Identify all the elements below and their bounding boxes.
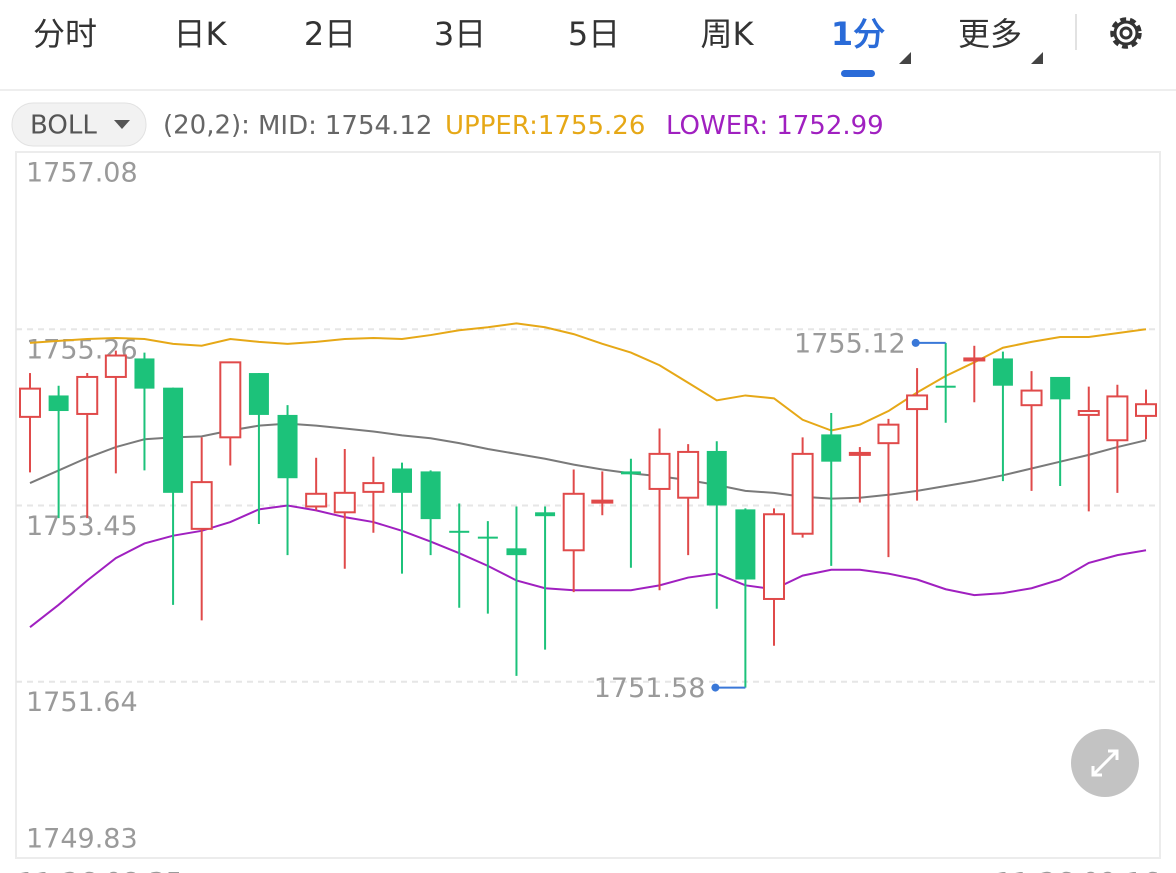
boll-line <box>29 322 1147 432</box>
candle-body <box>392 468 412 493</box>
candle-body <box>134 358 155 389</box>
series-last-value: 1755.26 <box>538 111 646 141</box>
candle-body <box>277 414 298 479</box>
series-last-value: 1752.99 <box>776 111 884 141</box>
y-tick-label: 1753.45 <box>26 511 138 542</box>
candle-body <box>1020 389 1043 407</box>
gear-hub <box>1119 26 1133 40</box>
candle-body <box>562 492 585 552</box>
gear-teeth <box>1110 17 1142 49</box>
tab-dropdown-arrow <box>899 52 911 64</box>
extreme-dot <box>711 683 720 692</box>
indicator-params: (20,2): <box>163 111 250 141</box>
tab[interactable]: 分时 <box>33 15 97 53</box>
candle-body <box>362 482 385 493</box>
candle-body <box>735 509 756 580</box>
candle-body <box>104 354 127 378</box>
candle-body <box>935 385 956 388</box>
candle-body <box>76 375 99 415</box>
extreme-label: 1751.58 <box>594 673 706 704</box>
candle-body <box>821 434 842 462</box>
tab-underline <box>841 70 875 77</box>
candle-body <box>449 530 470 533</box>
candle-body <box>420 471 441 520</box>
candle-body <box>190 481 213 530</box>
tab[interactable]: 更多 <box>958 15 1022 53</box>
expand-icon <box>1091 749 1119 777</box>
tab[interactable]: 5日 <box>568 15 620 53</box>
indicator-value: LOWER: 1752.99 <box>666 111 884 141</box>
candle-body <box>791 452 814 535</box>
candle-body <box>477 536 498 539</box>
candle-body <box>848 451 871 456</box>
candle-body <box>963 357 986 362</box>
series-name: UPPER: <box>445 111 538 141</box>
candle-body <box>677 450 700 499</box>
tab[interactable]: 2日 <box>304 15 356 53</box>
indicator-dropdown[interactable]: BOLL <box>11 102 147 147</box>
tab[interactable]: 1分 <box>831 15 885 53</box>
x-tick-label: 11-26 09:16 <box>995 868 1160 873</box>
candle-body <box>1050 376 1071 400</box>
boll-line <box>29 504 1147 628</box>
expand-button[interactable] <box>1071 729 1139 797</box>
y-tick-label: 1749.83 <box>26 824 138 855</box>
tab[interactable]: 周K <box>701 15 755 53</box>
candle-body <box>763 513 785 600</box>
x-tick-label: 11-26 08:35 <box>18 868 183 873</box>
candle-body <box>591 499 614 504</box>
candle-body <box>1135 403 1157 417</box>
candle-body <box>163 387 184 493</box>
candle-body <box>19 387 41 418</box>
candle-body <box>48 395 69 412</box>
candle-body <box>248 373 269 415</box>
series-last-value: 1754.12 <box>325 111 433 141</box>
candle-body <box>706 450 727 506</box>
series-name: MID: <box>258 111 317 141</box>
dropdown-arrow <box>114 120 130 129</box>
y-tick-label: 1757.08 <box>26 158 138 189</box>
tab[interactable]: 3日 <box>434 15 486 53</box>
candle-body <box>1106 395 1129 442</box>
tab[interactable]: 日K <box>174 15 228 53</box>
settings-button[interactable] <box>1110 17 1142 49</box>
extreme-dot <box>911 338 920 347</box>
extreme-label: 1755.12 <box>794 328 906 359</box>
y-tick-label: 1751.64 <box>26 687 138 718</box>
tab-dropdown-arrow <box>1031 52 1043 64</box>
candle-body <box>219 361 242 439</box>
boll-line <box>29 422 1147 500</box>
candle-body <box>877 423 900 445</box>
indicator-value: MID: 1754.12 <box>258 111 432 141</box>
candle-body <box>535 512 556 517</box>
candle-body <box>333 491 356 514</box>
candle-body <box>906 394 929 411</box>
candle-body <box>506 548 527 556</box>
series-name: LOWER: <box>666 111 768 141</box>
indicator-value: UPPER:1755.26 <box>445 111 645 141</box>
candle-body <box>1077 410 1100 416</box>
indicator-pill <box>11 102 147 147</box>
candle-body <box>620 471 641 475</box>
gear-ring <box>1113 20 1139 46</box>
candle-body <box>992 358 1013 386</box>
candle-body <box>305 492 328 508</box>
candle-body <box>648 452 671 490</box>
indicator-name: BOLL <box>30 111 97 141</box>
